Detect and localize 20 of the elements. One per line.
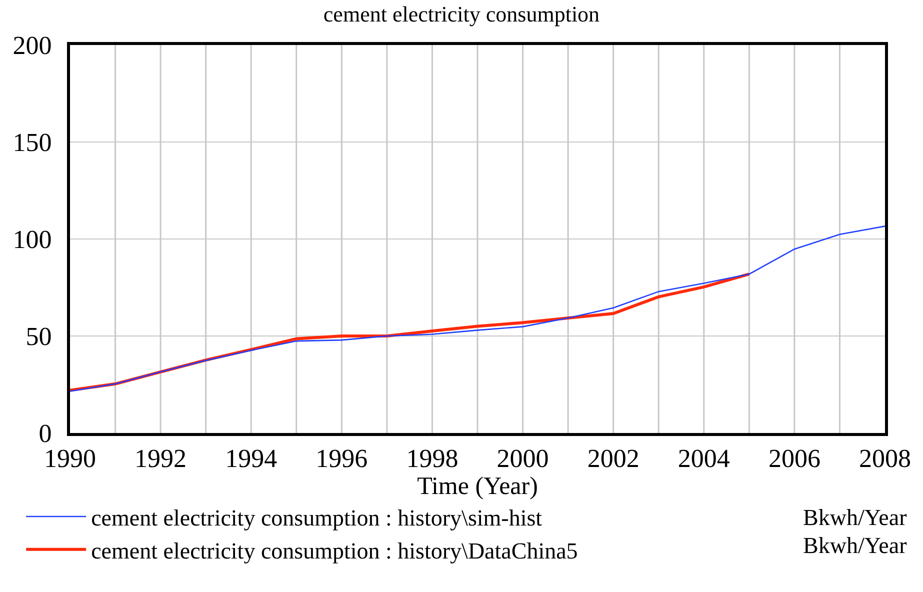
x-tick-label: 1992 (134, 444, 187, 474)
x-tick-label: 2008 (859, 444, 911, 474)
y-tick-label: 50 (26, 322, 52, 352)
x-tick-label: 2002 (587, 444, 640, 474)
y-tick-label: 150 (12, 128, 52, 158)
chart-title: cement electricity consumption (323, 1, 600, 26)
legend-label: cement electricity consumption : history\sim-hist (91, 506, 543, 530)
x-tick-label: 2006 (768, 444, 820, 474)
x-tick-label: 1994 (225, 444, 278, 474)
y-tick-label: 100 (12, 225, 52, 254)
legend-label: cement electricity consumption : history\DataChina5 (91, 538, 578, 564)
x-tick-label: 1996 (316, 444, 368, 474)
x-tick-label: 2000 (496, 444, 549, 474)
text: Bkwh/Year (803, 533, 908, 558)
x-tick-label: 2004 (678, 444, 730, 474)
text: Bkwh/Year (803, 505, 908, 530)
y-tick-label: 200 (12, 31, 52, 60)
line-series (70, 226, 885, 392)
x-tick-label: 1998 (406, 444, 458, 474)
x-axis-title: Time (Year) (417, 473, 538, 500)
